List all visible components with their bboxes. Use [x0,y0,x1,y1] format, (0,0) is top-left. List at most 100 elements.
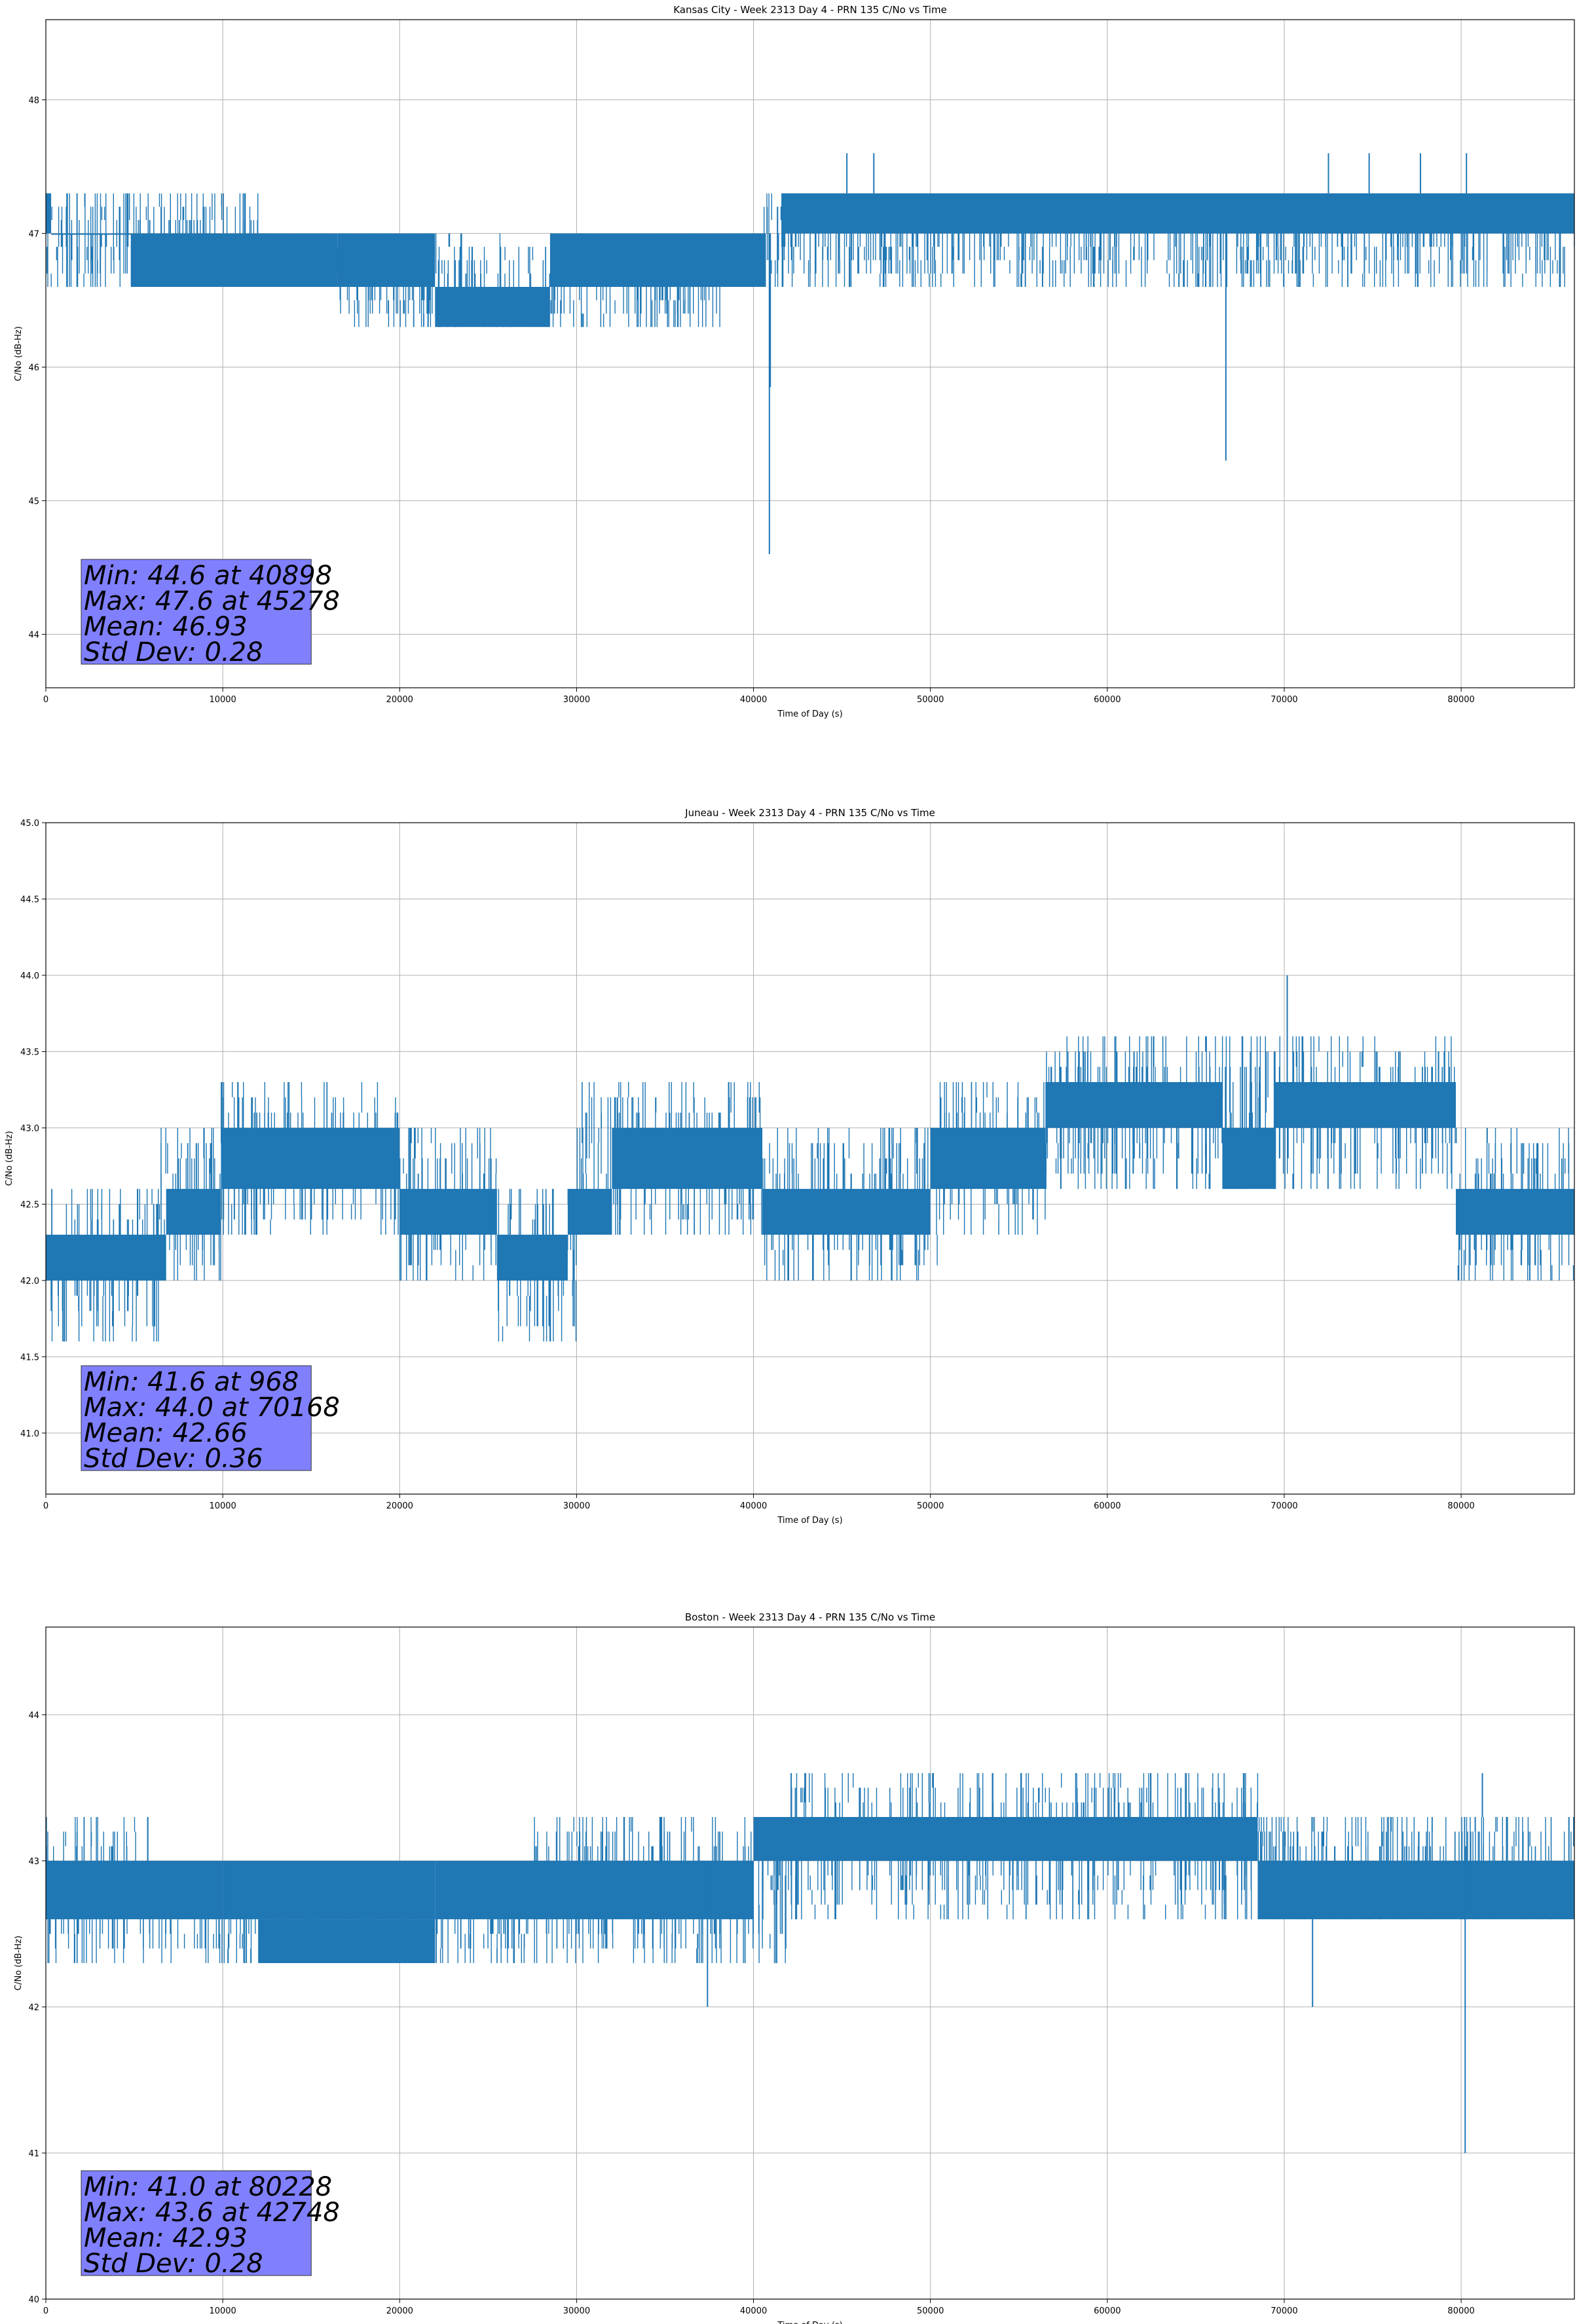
x-tick-label: 60000 [1094,1501,1121,1511]
x-tick-label: 30000 [563,695,590,705]
y-tick-label: 46 [28,363,39,373]
chart-title: Juneau - Week 2313 Day 4 - PRN 135 C/No … [684,807,935,819]
signal-dense-band [1257,1860,1574,1920]
stats-box-background [81,2170,312,2276]
x-tick-label: 20000 [386,1501,413,1511]
stats-line: Max: 47.6 at 45278 [84,586,340,616]
x-tick-label: 60000 [1094,695,1121,705]
x-tick-label: 70000 [1271,2306,1297,2316]
x-axis: 0 10000 20000 30000 40000 50000 60000 70000 8000… [43,2299,1475,2324]
stats-line: Std Dev: 0.28 [84,2249,263,2279]
stats-line: Mean: 46.93 [84,612,248,642]
signal-dense-band [1222,1127,1276,1190]
x-tick-label: 50000 [917,2306,944,2316]
signal-dense-band [337,233,436,287]
chart-panel-2: Juneau - Week 2313 Day 4 - PRN 135 C/No … [5,807,1575,1526]
chart-title: Kansas City - Week 2313 Day 4 - PRN 135 … [673,4,947,16]
x-axis-label: Time of Day (s) [777,2321,842,2324]
x-tick-label: 80000 [1447,2306,1474,2316]
stats-line: Max: 43.6 at 42748 [84,2198,340,2228]
y-axis: 40 41 42 43 44 C/No (dB-Hz) [14,1711,46,2305]
signal-dense-band [221,1127,400,1190]
stats-line: Std Dev: 0.28 [84,637,263,667]
signal-dense-band [781,193,1574,234]
signal-dense-band [130,233,338,287]
y-tick-label: 45 [28,497,39,506]
signal-dense-band [1045,1082,1223,1128]
data-series [46,153,1574,554]
y-tick-label: 44 [28,1711,39,1721]
x-tick-label: 80000 [1447,695,1474,705]
data-series [46,1773,1574,2153]
stats-box-background [81,559,312,665]
signal-dense-band [1456,1189,1574,1235]
y-tick-label: 42.0 [20,1277,39,1286]
x-axis-label: Time of Day (s) [777,1516,842,1526]
signal-dense-band [549,233,766,287]
y-tick-label: 45.0 [20,819,39,829]
x-tick-label: 70000 [1271,1501,1297,1511]
x-tick-label: 0 [43,1501,48,1511]
x-tick-label: 70000 [1271,695,1297,705]
signal-dense-band [435,1860,754,1920]
x-tick-label: 10000 [209,1501,236,1511]
x-tick-label: 40000 [740,1501,767,1511]
y-axis-label: C/No (dB-Hz) [14,1936,24,1991]
x-tick-label: 40000 [740,695,767,705]
signal-dense-band [46,1234,166,1281]
chart-title: Boston - Week 2313 Day 4 - PRN 135 C/No … [685,1611,935,1623]
signal-dense-band [51,233,131,235]
y-tick-label: 48 [28,96,39,105]
y-tick-label: 42.5 [20,1200,39,1210]
signal-dense-band [753,1816,1258,1861]
axes-frame [45,1626,1575,2300]
y-tick-label: 44 [28,630,39,640]
x-tick-label: 10000 [209,2306,236,2316]
y-tick-label: 41.5 [20,1353,39,1362]
signal-dense-band [496,1234,568,1281]
stats-line: Std Dev: 0.36 [84,1444,263,1474]
x-tick-label: 20000 [386,2306,413,2316]
signal-dense-band [612,1127,763,1190]
y-axis-label: C/No (dB-Hz) [14,326,24,381]
axes-frame [45,822,1575,1495]
y-tick-label: 42 [28,2003,39,2013]
chart-panel-1: Kansas City - Week 2313 Day 4 - PRN 135 … [14,4,1575,719]
signal-dense-band [46,1860,223,1920]
signal-dense-band [435,287,550,328]
stats-box-background [81,1365,312,1471]
y-tick-label: 43.0 [20,1124,39,1134]
x-tick-label: 50000 [917,1501,944,1511]
signal-dense-band [567,1189,612,1235]
y-tick-label: 47 [28,229,39,239]
signal-dense-band [399,1189,497,1235]
chart-panel-3: Boston - Week 2313 Day 4 - PRN 135 C/No … [14,1611,1575,2324]
axes-frame [45,19,1575,688]
x-tick-label: 30000 [563,1501,590,1511]
signal-dense-band [166,1189,221,1235]
x-tick-label: 0 [43,695,48,705]
data-series [46,975,1574,1342]
y-tick-label: 41.0 [20,1429,39,1439]
signal-dense-band [1275,1082,1456,1128]
y-tick-label: 44.5 [20,895,39,905]
signal-dense-band [762,1189,931,1235]
stats-line: Mean: 42.66 [84,1418,248,1448]
signal-dense-band [46,193,52,234]
x-tick-label: 10000 [209,695,236,705]
stats-line: Min: 41.6 at 968 [84,1367,299,1397]
x-tick-label: 20000 [386,695,413,705]
stats-line: Mean: 42.93 [84,2223,248,2253]
signal-dense-band [930,1127,1046,1190]
stats-line: Min: 41.0 at 80228 [84,2172,332,2202]
y-tick-label: 40 [28,2295,39,2305]
x-tick-label: 40000 [740,2306,767,2316]
x-tick-label: 0 [43,2306,48,2316]
x-axis: 0 10000 20000 30000 40000 50000 60000 70000 8000… [43,1494,1475,1526]
x-axis-label: Time of Day (s) [777,709,842,719]
signal-dense-band [258,1919,436,1963]
